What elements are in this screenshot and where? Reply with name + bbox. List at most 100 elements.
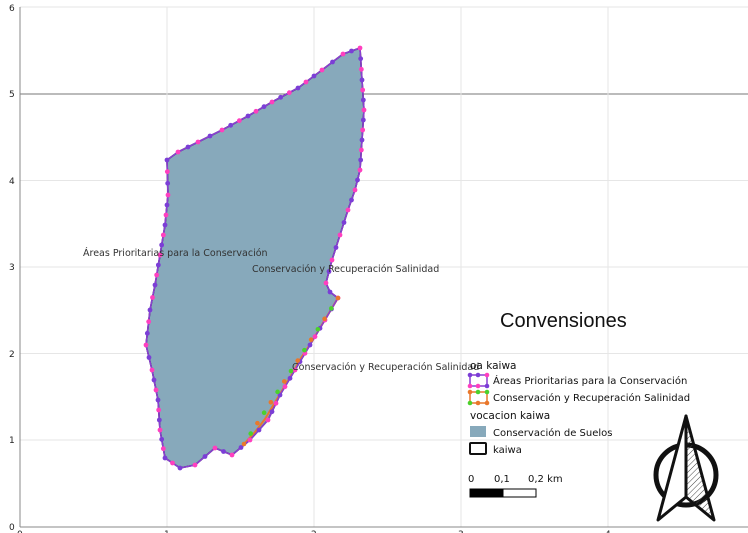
vertex-dot: [265, 417, 271, 423]
x-tick-2: 2: [311, 530, 317, 533]
vertex-dot: [319, 67, 325, 73]
vertex-dot: [361, 107, 367, 113]
vertex-dot: [192, 462, 198, 468]
vertex-dot: [357, 45, 363, 51]
salinidad-vertex-dot: [268, 399, 274, 405]
vertex-dot: [236, 118, 242, 124]
vertex-dot: [147, 307, 153, 313]
salinidad-vertex-dot: [261, 410, 267, 416]
vertex-dot: [357, 167, 363, 173]
legend-title: Convensiones: [500, 310, 627, 332]
vertex-dot: [163, 212, 169, 218]
vertex-dot: [287, 375, 293, 381]
vertex-dot: [154, 272, 160, 278]
vertex-dot: [146, 355, 152, 360]
vertex-dot: [228, 122, 234, 128]
x-tick-4: 4: [605, 530, 611, 533]
legend-salinidad-symbol: [467, 389, 490, 406]
vertex-dot: [160, 446, 166, 452]
north-arrow-icon: [653, 414, 719, 522]
vertex-dot: [329, 257, 335, 263]
vertex-dot: [312, 334, 318, 340]
vertex-dot: [341, 220, 347, 225]
vertex-dot: [212, 445, 218, 451]
legend-suelos-symbol: [470, 426, 486, 437]
vertex-dot: [358, 157, 364, 163]
vertex-dot: [164, 202, 170, 208]
x-tick-0: 0: [17, 530, 23, 533]
x-tick-1: 1: [164, 530, 170, 533]
vertex-dot: [164, 157, 170, 163]
vertex-dot: [170, 460, 175, 466]
vertex-dot: [269, 409, 275, 415]
vertex-dot: [159, 242, 165, 248]
vertex-dot: [359, 77, 365, 83]
vertex-dot: [330, 59, 335, 65]
salinidad-vertex-dot: [295, 358, 301, 363]
y-tick-5: 5: [9, 90, 15, 100]
vertex-dot: [358, 147, 364, 153]
x-axis-ticks: 0 1 2 3 4: [17, 530, 611, 533]
label-conservacion-salinidad-2: Conservación y Recuperación Salinidad: [292, 362, 479, 373]
salinidad-vertex-dot: [281, 379, 287, 384]
vertex-dot: [358, 66, 364, 72]
vertex-dot: [256, 427, 262, 433]
vertex-dot: [152, 282, 158, 288]
scale-label-1: 0,1: [494, 474, 510, 485]
vertex-dot: [307, 342, 313, 348]
legend-item-suelos: Conservación de Suelos: [493, 427, 613, 439]
vertex-dot: [146, 319, 152, 325]
vertex-dot: [327, 289, 333, 295]
salinidad-vertex-dot: [241, 441, 247, 447]
y-tick-2: 2: [9, 350, 15, 360]
vertex-dot: [143, 342, 149, 348]
vertex-dot: [165, 192, 171, 198]
y-axis-ticks: 0 1 2 3 4 5 6: [9, 4, 15, 533]
y-tick-6: 6: [9, 4, 15, 14]
vertex-dot: [219, 127, 225, 133]
salinidad-vertex-dot: [275, 389, 280, 395]
vertex-dot: [155, 397, 161, 403]
y-tick-0: 0: [9, 523, 15, 533]
vertex-dot: [303, 79, 309, 85]
vertex-dot: [156, 407, 162, 413]
vertex-dot: [349, 48, 354, 54]
vertex-dot: [311, 73, 317, 79]
vertex-dot: [160, 232, 166, 238]
vertex-dot: [282, 384, 288, 390]
salinidad-vertex-dot: [308, 337, 314, 343]
vertex-dot: [360, 87, 366, 93]
y-tick-1: 1: [9, 436, 15, 446]
vertex-dot: [358, 56, 364, 62]
vertex-dot: [345, 207, 351, 213]
vertex-dot: [360, 97, 366, 103]
vertex-dot: [185, 144, 191, 150]
vertex-dot: [292, 367, 298, 373]
legend-kaiwa-symbol: [469, 442, 487, 455]
legend-item-areas: Áreas Prioritarias para la Conservación: [493, 374, 687, 387]
vertex-dot: [150, 295, 155, 300]
salinidad-vertex-dot: [328, 306, 334, 311]
vertex-dot: [333, 245, 339, 250]
vertex-dot: [151, 377, 157, 383]
salinidad-vertex-dot: [302, 347, 307, 353]
scale-label-0: 0: [468, 474, 474, 485]
salinidad-vertex-dot: [335, 295, 341, 301]
legend-areas-symbol: [467, 372, 490, 389]
vertex-dot: [165, 180, 171, 186]
vertex-dot: [195, 139, 201, 145]
vertex-dot: [278, 94, 284, 100]
legend: Convensiones oa kaiwa Áreas Prioritarias…: [467, 310, 690, 456]
vertex-dot: [359, 137, 365, 143]
scale-label-2: 0,2 km: [528, 474, 563, 485]
vertex-dot: [202, 454, 208, 459]
vertex-dot: [177, 465, 183, 471]
vertex-dot: [269, 99, 275, 105]
vertex-dot: [207, 133, 213, 139]
vertex-dot: [175, 149, 181, 155]
label-conservacion-salinidad-1: Conservación y Recuperación Salinidad: [252, 264, 439, 275]
map-axes: [19, 7, 748, 528]
salinidad-vertex-dot: [322, 316, 327, 322]
vertex-dot: [326, 269, 332, 274]
